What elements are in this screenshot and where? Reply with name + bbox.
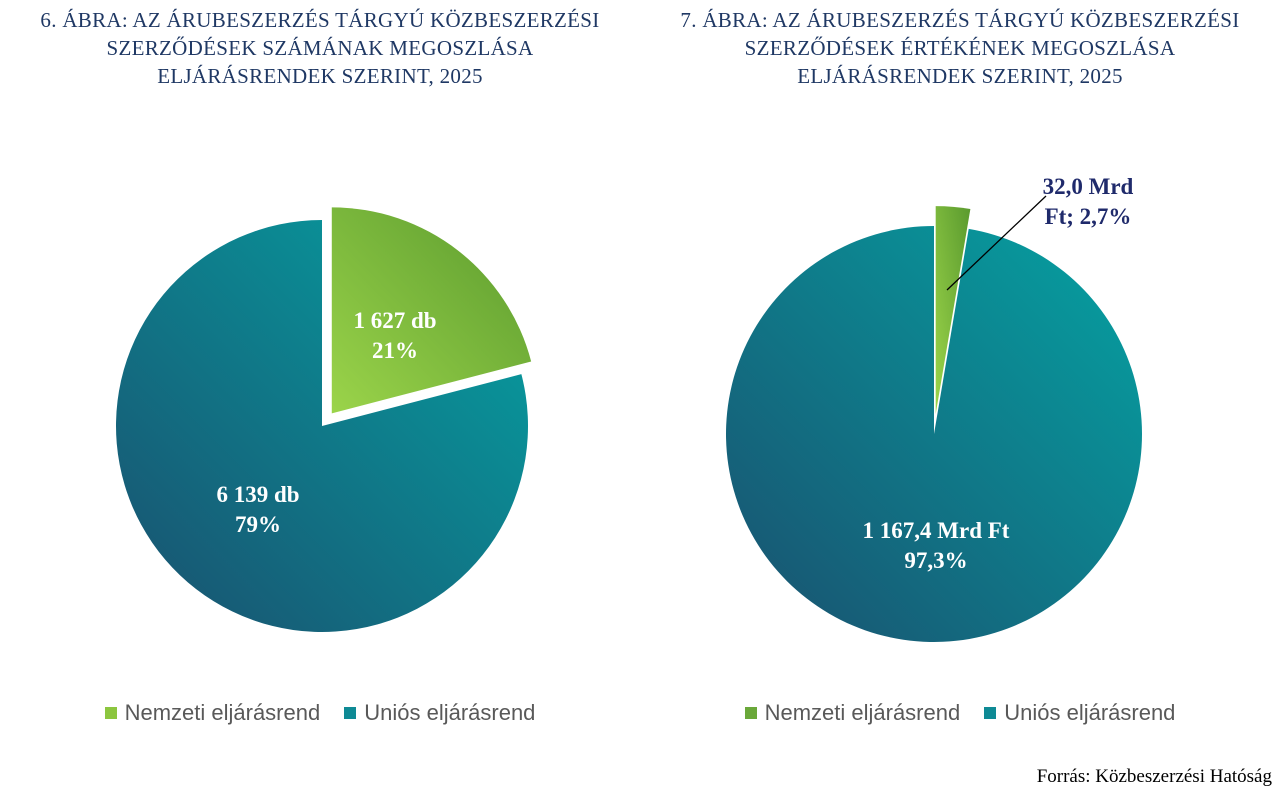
chart-6-title-line-1: 6. ÁBRA: AZ ÁRUBESZERZÉS TÁRGYÚ KÖZBESZE… [40,8,600,32]
legend-label-unios: Uniós eljárásrend [364,700,536,725]
chart-6-panel: 6. ÁBRA: AZ ÁRUBESZERZÉS TÁRGYÚ KÖZBESZE… [0,6,640,726]
legend-swatch-unios [344,707,357,719]
legend-swatch-nemzeti [744,707,757,719]
legend-item-nemzeti: Nemzeti eljárásrend [744,700,961,726]
data-label-nemzeti: 32,0 Mrd Ft; 2,7% [1043,174,1134,229]
chart-7-panel: 7. ÁBRA: AZ ÁRUBESZERZÉS TÁRGYÚ KÖZBESZE… [640,0,1280,801]
data-label-unios: 6 139 db 79% [216,482,299,537]
chart-7-legend: Nemzeti eljárásrend Uniós eljárásrend [640,700,1280,726]
chart-6-title: 6. ÁBRA: AZ ÁRUBESZERZÉS TÁRGYÚ KÖZBESZE… [0,6,640,90]
chart-7-title: 7. ÁBRA: AZ ÁRUBESZERZÉS TÁRGYÚ KÖZBESZE… [640,6,1280,90]
chart-6-pie: 1 627 db 21% 6 139 db 79% [115,207,532,632]
chart-6-title-line-3: ELJÁRÁSRENDEK SZERINT, 2025 [157,64,483,88]
data-label-unios: 1 167,4 Mrd Ft 97,3% [863,518,1010,573]
chart-7-title-line-3: ELJÁRÁSRENDEK SZERINT, 2025 [797,64,1123,88]
callout-leader-line [946,195,1047,291]
chart-7-pie: 1 167,4 Mrd Ft 97,3% 32,0 Mrd Ft; 2,7% [726,174,1143,643]
pie-slice-nemzeti [331,207,532,414]
pie-slice-nemzeti [935,206,971,415]
legend-swatch-nemzeti [104,707,117,719]
legend-label-unios: Uniós eljárásrend [1004,700,1176,725]
chart-7-title-line-1: 7. ÁBRA: AZ ÁRUBESZERZÉS TÁRGYÚ KÖZBESZE… [680,8,1240,32]
legend-item-unios: Uniós eljárásrend [984,700,1175,726]
legend-item-nemzeti: Nemzeti eljárásrend [104,700,321,726]
source-note: Forrás: Közbeszerzési Hatóság [1036,766,1272,787]
legend-label-nemzeti: Nemzeti eljárásrend [124,700,321,725]
chart-6-legend: Nemzeti eljárásrend Uniós eljárásrend [0,700,640,726]
data-label-nemzeti: 1 627 db 21% [353,308,436,363]
chart-6-title-line-2: SZERZŐDÉSEK SZÁMÁNAK MEGOSZLÁSA [106,36,534,60]
legend-item-unios: Uniós eljárásrend [344,700,535,726]
legend-label-nemzeti: Nemzeti eljárásrend [764,700,961,725]
chart-7-title-line-2: SZERZŐDÉSEK ÉRTÉKÉNEK MEGOSZLÁSA [744,36,1176,60]
legend-swatch-unios [984,707,997,719]
pie-slice-unios [726,226,1143,643]
pie-slice-unios [115,220,528,632]
